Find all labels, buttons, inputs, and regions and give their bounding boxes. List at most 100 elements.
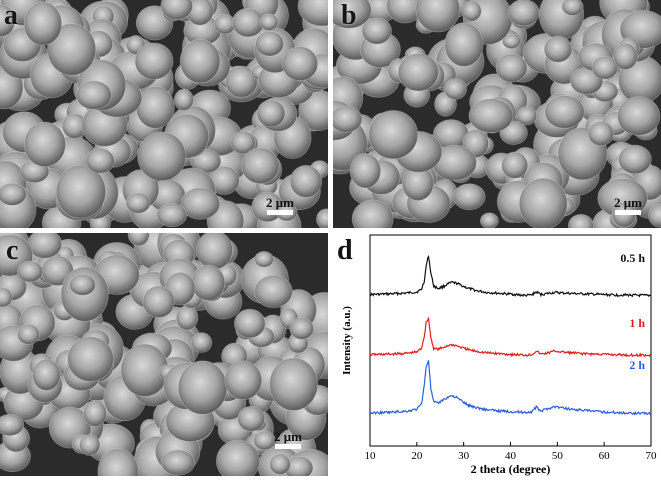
particle xyxy=(191,264,226,301)
particle xyxy=(468,98,514,133)
xrd-chart: 0.5 h 1 h 2 h 10 20 30 40 50 60 70 2 theta (degr… xyxy=(341,234,658,476)
sem-image-b: b 2 μm xyxy=(333,0,661,228)
sem-image-a: a 2 μm xyxy=(0,0,328,228)
particle xyxy=(648,204,661,228)
scale-text-c: 2 μm xyxy=(274,429,302,444)
particle xyxy=(0,414,25,436)
particle xyxy=(47,23,97,76)
particle xyxy=(160,449,196,476)
particle xyxy=(415,0,461,33)
sem-image-c: c 2 μm xyxy=(0,233,328,476)
xrd-chart-panel: d 0.5 h 1 h 2 h 10 20 30 40 50 60 70 2 theta (de… xyxy=(333,233,661,476)
particle xyxy=(518,177,568,228)
scale-text-a: 2 μm xyxy=(266,195,294,210)
particle xyxy=(135,86,175,129)
particle xyxy=(443,78,468,100)
particle xyxy=(507,0,540,27)
particle xyxy=(361,17,392,45)
particle xyxy=(0,182,27,206)
particle xyxy=(195,233,233,270)
sem-texture-c xyxy=(0,233,328,476)
particle xyxy=(480,212,499,228)
panel-label-a: a xyxy=(4,0,18,31)
particle xyxy=(191,332,213,353)
particle xyxy=(173,88,194,111)
scale-line-b xyxy=(615,210,641,215)
particle xyxy=(591,55,619,80)
scale-line-c xyxy=(275,444,301,449)
particle xyxy=(134,42,174,80)
x-tick-label: 70 xyxy=(646,450,658,462)
particle xyxy=(289,164,323,198)
particle xyxy=(461,0,482,22)
particle xyxy=(32,358,61,391)
particle xyxy=(0,4,16,37)
particle xyxy=(269,453,291,475)
x-tick-label: 40 xyxy=(505,450,517,462)
particle xyxy=(254,275,293,309)
particle xyxy=(23,121,66,168)
particle xyxy=(69,274,96,296)
series-label: 2 h xyxy=(629,358,645,372)
particle xyxy=(67,336,114,382)
particle xyxy=(177,360,228,415)
x-tick-label: 10 xyxy=(365,450,377,462)
particle xyxy=(516,106,538,126)
particle xyxy=(613,42,638,70)
particle xyxy=(216,439,260,476)
x-axis-label: 2 theta (degree) xyxy=(471,462,551,476)
particle xyxy=(125,192,151,214)
axis-layer: 10 20 30 40 50 60 70 xyxy=(365,442,658,462)
series-label: 1 h xyxy=(629,316,645,330)
series-line xyxy=(369,317,652,358)
particle xyxy=(397,52,439,92)
panel-label-b: b xyxy=(341,0,357,31)
particle xyxy=(255,30,284,57)
particle xyxy=(79,433,101,456)
particle xyxy=(568,214,594,228)
particle xyxy=(333,105,363,133)
x-tick-label: 50 xyxy=(552,450,564,462)
particle xyxy=(75,80,112,110)
particle xyxy=(142,285,175,319)
sem-texture-b xyxy=(333,0,661,228)
particle xyxy=(180,187,221,220)
particle xyxy=(561,0,584,16)
panel-label-c: c xyxy=(6,235,19,266)
panel-label-d: d xyxy=(337,235,353,266)
particle xyxy=(453,183,486,211)
particle xyxy=(289,317,315,340)
particle xyxy=(17,324,41,345)
sem-texture-a xyxy=(0,0,328,228)
particle xyxy=(237,406,266,432)
particle xyxy=(543,35,573,63)
x-tick-label: 60 xyxy=(599,450,611,462)
particle xyxy=(225,65,258,98)
series-line xyxy=(369,254,652,298)
particle xyxy=(269,357,319,411)
particle xyxy=(587,121,614,147)
particle xyxy=(501,33,521,50)
y-axis-label: Intensity (a.u.) xyxy=(341,306,353,375)
particle xyxy=(231,7,265,38)
x-tick-label: 20 xyxy=(411,450,423,462)
particle xyxy=(85,148,115,174)
particle xyxy=(618,144,652,175)
particle xyxy=(175,305,199,331)
series-layer: 0.5 h 1 h 2 h xyxy=(369,251,652,416)
particle xyxy=(97,448,139,476)
particle xyxy=(316,208,328,228)
scale-text-b: 2 μm xyxy=(614,195,642,210)
particle xyxy=(351,199,394,228)
particle xyxy=(617,96,661,136)
series-label: 0.5 h xyxy=(620,251,645,265)
plot-frame xyxy=(369,234,652,447)
particle xyxy=(368,110,419,160)
particle xyxy=(23,1,63,46)
particle xyxy=(259,13,279,31)
particle xyxy=(179,38,221,84)
x-tick-label: 30 xyxy=(458,450,470,462)
scale-line-a xyxy=(267,210,293,215)
scale-bar-c: 2 μm xyxy=(270,430,306,449)
particle xyxy=(156,203,188,228)
